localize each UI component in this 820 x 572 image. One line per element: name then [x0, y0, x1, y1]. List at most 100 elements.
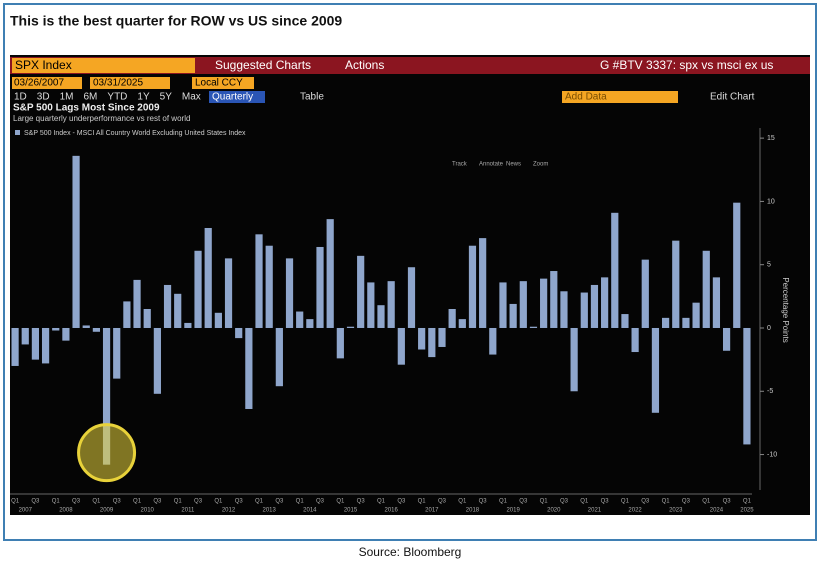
frequency[interactable]: Quarterly: [212, 92, 253, 103]
y-tick-label: 0: [767, 325, 771, 332]
chart-subtitle: Large quarterly underperformance vs rest…: [13, 114, 190, 123]
heading: This is the best quarter for ROW vs US s…: [10, 13, 342, 29]
add-data-box[interactable]: [562, 91, 678, 103]
x-tick-label: Q3: [275, 499, 284, 505]
x-tick-label: Q1: [133, 499, 142, 505]
period-button[interactable]: 3D: [37, 92, 50, 103]
x-tick-label: Q3: [723, 499, 732, 505]
y-axis-label: Percentage Points: [781, 277, 790, 342]
x-tick-label: Q1: [418, 499, 427, 505]
actions[interactable]: Actions: [345, 58, 384, 72]
bar: [245, 327, 253, 409]
period-button[interactable]: 6M: [84, 92, 98, 103]
x-tick-label: Q3: [194, 499, 203, 505]
period-button[interactable]: 5Y: [160, 92, 173, 103]
x-year-label: 2021: [588, 508, 602, 514]
bar: [682, 317, 690, 328]
bar: [357, 255, 365, 328]
x-year-label: 2023: [669, 508, 683, 514]
bar: [387, 281, 395, 328]
bar: [174, 293, 182, 328]
bar: [590, 284, 599, 328]
table-button[interactable]: Table: [300, 92, 324, 103]
suggested-charts[interactable]: Suggested Charts: [215, 58, 311, 72]
bar: [621, 314, 629, 328]
bar: [519, 281, 527, 328]
chart-tool[interactable]: News: [506, 162, 521, 168]
ticker-box[interactable]: [12, 58, 195, 73]
edit-chart[interactable]: Edit Chart: [710, 92, 755, 103]
bar: [285, 258, 294, 328]
x-tick-label: Q1: [621, 499, 630, 505]
x-tick-label: Q3: [113, 499, 122, 505]
y-tick-label: 5: [767, 262, 771, 269]
period-button[interactable]: 1M: [60, 92, 74, 103]
date-box[interactable]: [90, 77, 170, 89]
frequency-box[interactable]: [209, 91, 265, 103]
bar: [62, 327, 70, 341]
chart-id: G #BTV 3337: spx vs msci ex us: [600, 58, 773, 72]
bar: [72, 155, 80, 328]
x-tick-label: Q3: [235, 499, 244, 505]
bar: [438, 327, 446, 347]
x-year-label: 2014: [303, 508, 317, 514]
x-tick-label: Q3: [519, 499, 528, 505]
toolbar: [10, 57, 810, 74]
x-year-label: 2009: [100, 508, 114, 514]
bar: [41, 327, 50, 364]
bar: [479, 238, 487, 328]
period-button[interactable]: 1Y: [137, 92, 150, 103]
chart-title: S&P 500 Lags Most Since 2009: [13, 103, 160, 114]
x-tick-label: Q1: [499, 499, 508, 505]
start-date[interactable]: 03/26/2007: [14, 78, 64, 89]
x-tick-label: Q1: [336, 499, 345, 505]
x-year-label: 2017: [425, 508, 439, 514]
source: Source: Bloomberg: [359, 545, 462, 559]
bar: [458, 319, 466, 328]
bar: [651, 327, 660, 413]
period-button[interactable]: 1D: [14, 92, 27, 103]
highlight-circle: [77, 423, 137, 483]
x-year-label: 2010: [141, 508, 155, 514]
bar: [52, 327, 60, 331]
x-tick-label: Q1: [377, 499, 386, 505]
bar: [560, 291, 568, 328]
x-tick-label: Q3: [601, 499, 610, 505]
currency[interactable]: Local CCY: [195, 78, 243, 89]
bar: [326, 219, 334, 328]
period-button[interactable]: YTD: [107, 92, 127, 103]
bar: [641, 259, 649, 328]
currency-box[interactable]: [192, 77, 254, 89]
bar: [306, 319, 314, 328]
x-tick-label: Q3: [560, 499, 569, 505]
bar: [184, 322, 192, 328]
bar: [31, 327, 40, 360]
bar: [733, 202, 741, 328]
bar: [346, 326, 355, 328]
chart-tool[interactable]: Zoom: [533, 162, 548, 168]
period-button[interactable]: Max: [182, 92, 201, 103]
chart-tool[interactable]: Track: [452, 162, 468, 168]
ticker[interactable]: SPX Index: [15, 58, 72, 72]
bar: [397, 327, 405, 365]
date-box[interactable]: [12, 77, 82, 89]
bar: [113, 327, 121, 379]
x-year-label: 2019: [506, 508, 520, 514]
end-date[interactable]: 03/31/2025: [93, 78, 143, 89]
add-data[interactable]: Add Data: [565, 92, 607, 103]
bar: [489, 327, 497, 355]
bar: [82, 325, 90, 328]
x-year-label: 2011: [181, 508, 195, 514]
x-tick-label: Q3: [682, 499, 691, 505]
x-tick-label: Q1: [214, 499, 223, 505]
x-tick-label: Q1: [458, 499, 467, 505]
bar: [529, 326, 538, 328]
chart-tool[interactable]: Annotate: [479, 162, 504, 168]
bar: [580, 292, 588, 328]
bar: [133, 279, 141, 328]
x-tick-label: Q1: [92, 499, 101, 505]
bar: [702, 250, 710, 328]
x-tick-label: Q1: [662, 499, 671, 505]
y-tick-label: 15: [767, 135, 775, 142]
